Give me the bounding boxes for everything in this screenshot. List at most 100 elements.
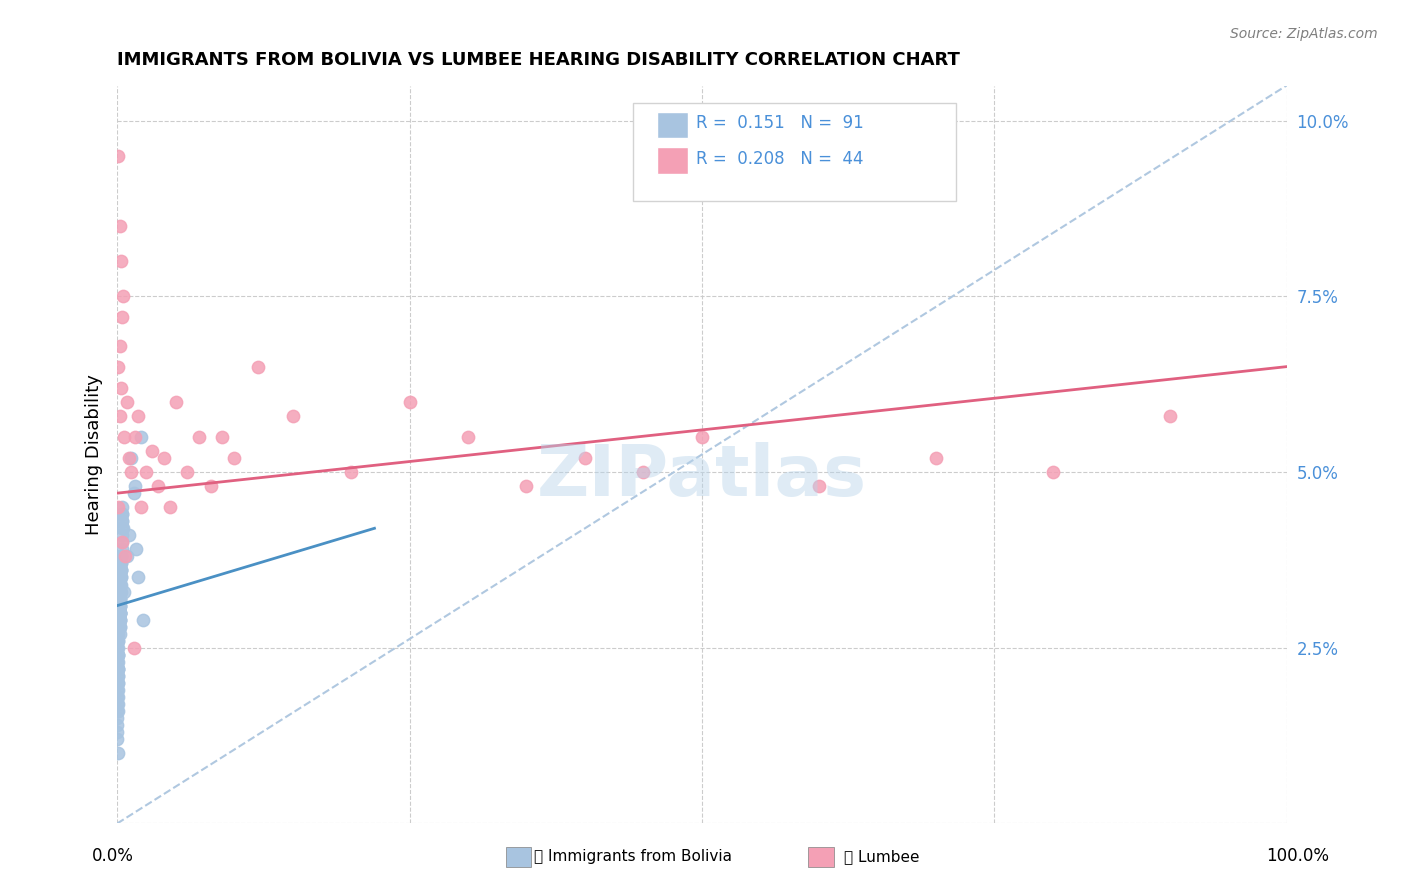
Point	[135, 465, 157, 479]
Point	[111, 521, 134, 535]
Point	[224, 450, 246, 465]
Point	[110, 549, 132, 564]
Point	[457, 430, 479, 444]
Point	[146, 479, 169, 493]
Point	[110, 564, 132, 578]
Text: Source: ZipAtlas.com: Source: ZipAtlas.com	[1230, 27, 1378, 41]
Point	[105, 626, 128, 640]
Point	[141, 444, 163, 458]
Point	[107, 662, 129, 676]
Point	[153, 450, 176, 465]
Point	[112, 430, 135, 444]
Point	[515, 479, 537, 493]
Point	[107, 669, 129, 683]
Point	[108, 613, 131, 627]
Point	[120, 465, 142, 479]
Point	[129, 430, 152, 444]
Point	[108, 584, 131, 599]
Point	[111, 507, 134, 521]
Point	[110, 570, 132, 584]
Point	[120, 450, 142, 465]
Point	[107, 676, 129, 690]
Point	[105, 711, 128, 725]
Text: R =  0.151   N =  91: R = 0.151 N = 91	[696, 114, 863, 132]
Point	[107, 648, 129, 662]
Point	[115, 394, 138, 409]
Point	[108, 591, 131, 606]
Point	[110, 570, 132, 584]
Point	[107, 359, 129, 374]
Point	[107, 648, 129, 662]
Point	[807, 479, 830, 493]
Point	[110, 564, 132, 578]
Point	[105, 690, 128, 704]
Point	[108, 626, 131, 640]
Point	[107, 662, 129, 676]
Point	[107, 620, 129, 634]
Point	[105, 640, 128, 655]
Text: 0.0%: 0.0%	[91, 847, 134, 865]
Point	[107, 746, 129, 760]
Point	[111, 542, 134, 557]
Point	[108, 606, 131, 620]
Point	[159, 500, 181, 515]
Text: R =  0.208   N =  44: R = 0.208 N = 44	[696, 150, 863, 168]
Text: 100.0%: 100.0%	[1265, 847, 1329, 865]
Point	[110, 549, 132, 564]
Point	[108, 570, 131, 584]
Point	[111, 514, 134, 528]
Point	[111, 500, 134, 515]
Point	[107, 626, 129, 640]
Point	[129, 500, 152, 515]
Point	[107, 704, 129, 718]
Point	[110, 549, 132, 564]
Point	[111, 310, 134, 325]
Point	[108, 599, 131, 613]
Point	[107, 662, 129, 676]
Point	[122, 640, 145, 655]
Point	[925, 450, 948, 465]
Point	[107, 655, 129, 669]
Point	[108, 620, 131, 634]
Point	[111, 514, 134, 528]
Point	[107, 690, 129, 704]
Point	[124, 430, 146, 444]
Text: ZIPatlas: ZIPatlas	[537, 442, 868, 511]
Point	[108, 577, 131, 591]
Point	[107, 640, 129, 655]
Point	[108, 219, 131, 233]
Point	[108, 606, 131, 620]
Point	[114, 549, 136, 564]
Point	[127, 409, 149, 423]
Point	[398, 394, 420, 409]
Point	[132, 613, 155, 627]
Point	[107, 620, 129, 634]
Point	[246, 359, 269, 374]
Point	[111, 535, 134, 549]
Point	[108, 557, 131, 571]
Point	[281, 409, 304, 423]
Point	[118, 528, 141, 542]
Point	[107, 676, 129, 690]
Point	[110, 557, 132, 571]
Point	[108, 338, 131, 352]
Point	[110, 254, 132, 268]
Point	[107, 697, 129, 711]
Point	[108, 584, 131, 599]
Point	[211, 430, 233, 444]
Text: ⬜ Immigrants from Bolivia: ⬜ Immigrants from Bolivia	[534, 849, 733, 863]
Point	[124, 479, 146, 493]
Point	[111, 535, 134, 549]
Point	[112, 521, 135, 535]
Point	[107, 648, 129, 662]
Point	[105, 676, 128, 690]
Point	[125, 542, 148, 557]
Point	[107, 669, 129, 683]
Point	[108, 606, 131, 620]
Point	[111, 528, 134, 542]
Point	[107, 633, 129, 648]
Point	[108, 613, 131, 627]
Point	[108, 599, 131, 613]
Text: IMMIGRANTS FROM BOLIVIA VS LUMBEE HEARING DISABILITY CORRELATION CHART: IMMIGRANTS FROM BOLIVIA VS LUMBEE HEARIN…	[117, 51, 960, 69]
Point	[690, 430, 713, 444]
